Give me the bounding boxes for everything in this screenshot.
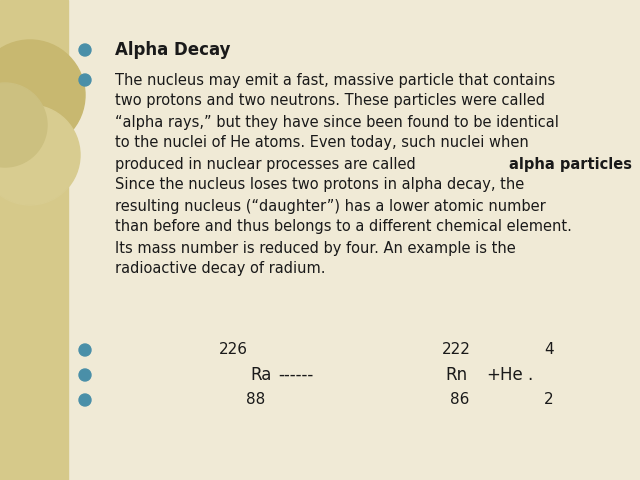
- Circle shape: [0, 83, 47, 167]
- Text: two protons and two neutrons. These particles were called: two protons and two neutrons. These part…: [115, 94, 545, 108]
- Text: “alpha rays,” but they have since been found to be identical: “alpha rays,” but they have since been f…: [115, 115, 559, 130]
- Text: 226: 226: [219, 343, 248, 358]
- Text: ------: ------: [278, 366, 314, 384]
- Text: 4: 4: [544, 343, 554, 358]
- Text: 222: 222: [442, 343, 471, 358]
- Text: 2: 2: [544, 393, 554, 408]
- Text: +: +: [486, 366, 500, 384]
- Text: radioactive decay of radium.: radioactive decay of radium.: [115, 262, 326, 276]
- Circle shape: [0, 105, 80, 205]
- Text: alpha particles: alpha particles: [509, 156, 632, 171]
- Circle shape: [79, 74, 91, 86]
- Text: to the nuclei of He atoms. Even today, such nuclei when: to the nuclei of He atoms. Even today, s…: [115, 135, 529, 151]
- Text: He .: He .: [500, 366, 534, 384]
- Text: Ra: Ra: [250, 366, 272, 384]
- Text: 86: 86: [450, 393, 469, 408]
- Circle shape: [79, 369, 91, 381]
- Text: The nucleus may emit a fast, massive particle that contains: The nucleus may emit a fast, massive par…: [115, 72, 556, 87]
- Circle shape: [79, 394, 91, 406]
- Circle shape: [79, 344, 91, 356]
- Text: produced in nuclear processes are called: produced in nuclear processes are called: [115, 156, 420, 171]
- Text: Since the nucleus loses two protons in alpha decay, the: Since the nucleus loses two protons in a…: [115, 178, 524, 192]
- Circle shape: [79, 44, 91, 56]
- Bar: [0, 0, 68, 480]
- Text: resulting nucleus (“daughter”) has a lower atomic number: resulting nucleus (“daughter”) has a low…: [115, 199, 546, 214]
- Text: 88: 88: [246, 393, 266, 408]
- Text: Alpha Decay: Alpha Decay: [115, 41, 230, 59]
- Text: Rn: Rn: [445, 366, 467, 384]
- Text: than before and thus belongs to a different chemical element.: than before and thus belongs to a differ…: [115, 219, 572, 235]
- Text: Its mass number is reduced by four. An example is the: Its mass number is reduced by four. An e…: [115, 240, 516, 255]
- Circle shape: [0, 40, 85, 150]
